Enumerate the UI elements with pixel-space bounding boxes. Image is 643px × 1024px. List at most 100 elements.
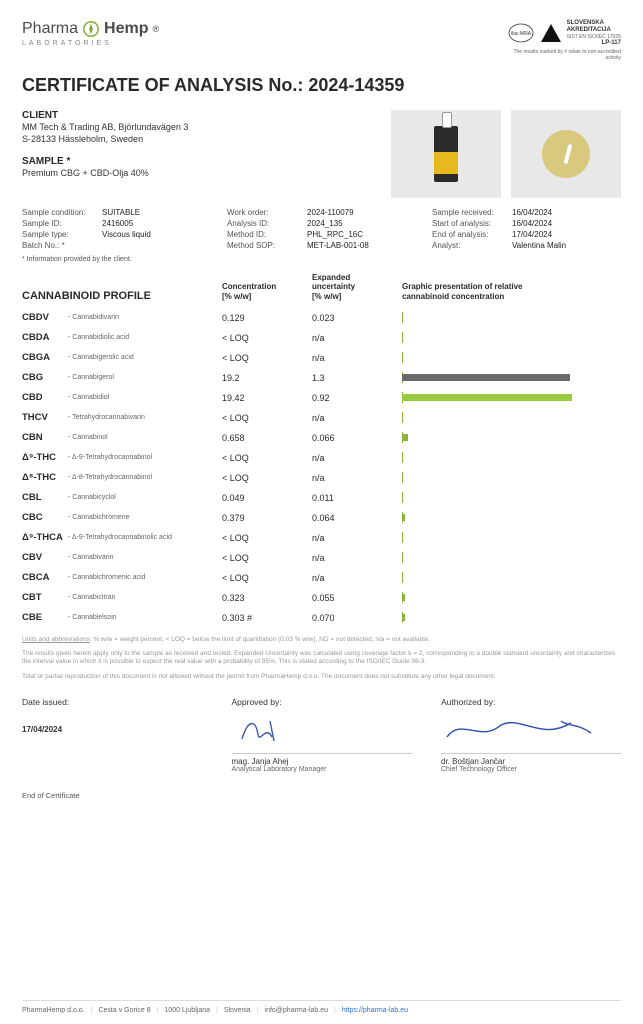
meta-label: Sample ID: <box>22 219 102 228</box>
bar-cell <box>402 432 621 444</box>
bar-cell <box>402 472 621 484</box>
meta-value: PHL_RPC_16C <box>307 230 363 239</box>
profile-row: CBDA Cannabidiolic acid < LOQ n/a <box>22 328 621 348</box>
client-footnote: * Information provided by the client. <box>22 256 621 263</box>
profile-rows: CBDV Cannabidivarin 0.129 0.023 CBDA Can… <box>22 308 621 628</box>
authorized-name: dr. Boštjan Jančar <box>441 757 621 766</box>
footer-url[interactable]: https://pharma-lab.eu <box>342 1007 408 1014</box>
bar-cell <box>402 592 621 604</box>
meta-value: Valentina Malin <box>512 241 566 250</box>
meta-row: Method ID:PHL_RPC_16C <box>227 230 416 239</box>
uncertainty-value: 0.92 <box>312 393 402 403</box>
client-sample-row: CLIENT MM Tech & Trading AB, Björlundavä… <box>22 110 621 198</box>
meta-row: Sample received:16/04/2024 <box>432 208 621 217</box>
cannabinoid-abbr: CBDV <box>22 312 68 323</box>
sample-photo-drop <box>511 110 621 198</box>
cannabinoid-name: Cannabigerolic acid <box>68 354 222 361</box>
cannabinoid-name: Cannabicyclol <box>68 494 222 501</box>
uncertainty-value: n/a <box>312 333 402 343</box>
meta-row: Method SOP:MET-LAB-001-08 <box>227 241 416 250</box>
date-issued-value: 17/04/2024 <box>22 725 202 734</box>
bar-cell <box>402 412 621 424</box>
sample-images <box>391 110 621 198</box>
bar-cell <box>402 492 621 504</box>
accred-lp: LP-117 <box>567 40 621 47</box>
uncertainty-value: n/a <box>312 553 402 563</box>
metadata-grid: Sample condition:SUITABLEWork order:2024… <box>22 208 621 250</box>
uncertainty-value: n/a <box>312 413 402 423</box>
cannabinoid-abbr: CBV <box>22 552 68 563</box>
client-line-2: S-28133 Hässleholm, Sweden <box>22 133 391 146</box>
uncertainty-value: n/a <box>312 573 402 583</box>
concentration-value: < LOQ <box>222 553 312 563</box>
end-of-certificate: End of Certificate <box>22 791 621 800</box>
profile-row: CBC Cannabichromene 0.379 0.064 <box>22 508 621 528</box>
meta-value: 16/04/2024 <box>512 219 552 228</box>
concentration-value: < LOQ <box>222 413 312 423</box>
bar-cell <box>402 372 621 384</box>
concentration-value: 0.129 <box>222 313 312 323</box>
leaf-icon <box>82 20 100 38</box>
uncertainty-value: n/a <box>312 473 402 483</box>
concentration-value: 0.658 <box>222 433 312 443</box>
cannabinoid-abbr: CBDA <box>22 332 68 343</box>
uncertainty-value: n/a <box>312 453 402 463</box>
approved-label: Approved by: <box>232 697 412 707</box>
units-abbrev: Units and abbreviations: % w/w = weight … <box>22 636 621 644</box>
page-footer: PharmaHemp d.o.o.| Cesta v Gorice 8| 100… <box>22 1000 621 1014</box>
meta-value: SUITABLE <box>102 208 140 217</box>
certificate-title: CERTIFICATE OF ANALYSIS No.: 2024-14359 <box>22 75 621 96</box>
bar-cell <box>402 612 621 624</box>
concentration-bar <box>402 434 408 441</box>
signature-row: Date issued: 17/04/2024 Approved by: mag… <box>22 697 621 773</box>
logo-block: Pharma Hemp ® LABORATORIES <box>22 20 159 47</box>
uncertainty-value: 0.011 <box>312 493 402 503</box>
meta-label: Method SOP: <box>227 241 307 250</box>
profile-row: CBCA Cannabichromenic acid < LOQ n/a <box>22 568 621 588</box>
sample-photo-bottle <box>391 110 501 198</box>
header: Pharma Hemp ® LABORATORIES ilac-MRA SLOV… <box>22 20 621 61</box>
concentration-value: < LOQ <box>222 333 312 343</box>
cannabinoid-name: Cannabicitran <box>68 594 222 601</box>
approved-role: Analytical Laboratory Manager <box>232 766 412 773</box>
concentration-value: 0.323 <box>222 593 312 603</box>
meta-value: 2024-110079 <box>307 208 354 217</box>
uncertainty-value: 0.055 <box>312 593 402 603</box>
profile-row: Δ⁹-THCA Δ-9-Tetrahydrocannabinolic acid … <box>22 528 621 548</box>
bar-cell <box>402 452 621 464</box>
profile-title: CANNABINOID PROFILE <box>22 290 222 302</box>
accred-note: The results marked by # relate to non-ac… <box>511 49 621 61</box>
cannabinoid-abbr: CBN <box>22 432 68 443</box>
meta-label: Sample received: <box>432 208 512 217</box>
cannabinoid-abbr: CBCA <box>22 572 68 583</box>
concentration-value: 0.379 <box>222 513 312 523</box>
cannabinoid-name: Cannabivarin <box>68 554 222 561</box>
footer-country: Slovenia <box>224 1007 251 1014</box>
profile-row: CBL Cannabicyclol 0.049 0.011 <box>22 488 621 508</box>
cert-number: 2024-14359 <box>308 75 404 95</box>
concentration-bar <box>402 314 403 321</box>
logo-brand-1: Pharma <box>22 20 78 38</box>
uncertainty-value: 0.064 <box>312 513 402 523</box>
cannabinoid-abbr: CBL <box>22 492 68 503</box>
uncertainty-value: n/a <box>312 353 402 363</box>
col-concentration: Concentration[% w/w] <box>222 282 312 301</box>
cannabinoid-abbr: CBT <box>22 592 68 603</box>
profile-row: CBDV Cannabidivarin 0.129 0.023 <box>22 308 621 328</box>
meta-value: Viscous liquid <box>102 230 151 239</box>
meta-value: 2024_135 <box>307 219 343 228</box>
meta-label: Sample type: <box>22 230 102 239</box>
profile-row: Δ⁹-THC Δ-9-Tetrahydrocannabinol < LOQ n/… <box>22 448 621 468</box>
meta-label: Analysis ID: <box>227 219 307 228</box>
cannabinoid-abbr: CBD <box>22 392 68 403</box>
accred-line-1: SLOVENSKA <box>567 20 621 27</box>
sample-heading: SAMPLE * <box>22 156 391 167</box>
cannabinoid-abbr: THCV <box>22 412 68 423</box>
concentration-value: 19.42 <box>222 393 312 403</box>
meta-label: Work order: <box>227 208 307 217</box>
concentration-bar <box>402 594 405 601</box>
profile-row: THCV Tetrahydrocannabivarin < LOQ n/a <box>22 408 621 428</box>
cannabinoid-abbr: Δ⁸-THC <box>22 472 68 483</box>
concentration-value: < LOQ <box>222 353 312 363</box>
concentration-bar <box>402 614 405 621</box>
